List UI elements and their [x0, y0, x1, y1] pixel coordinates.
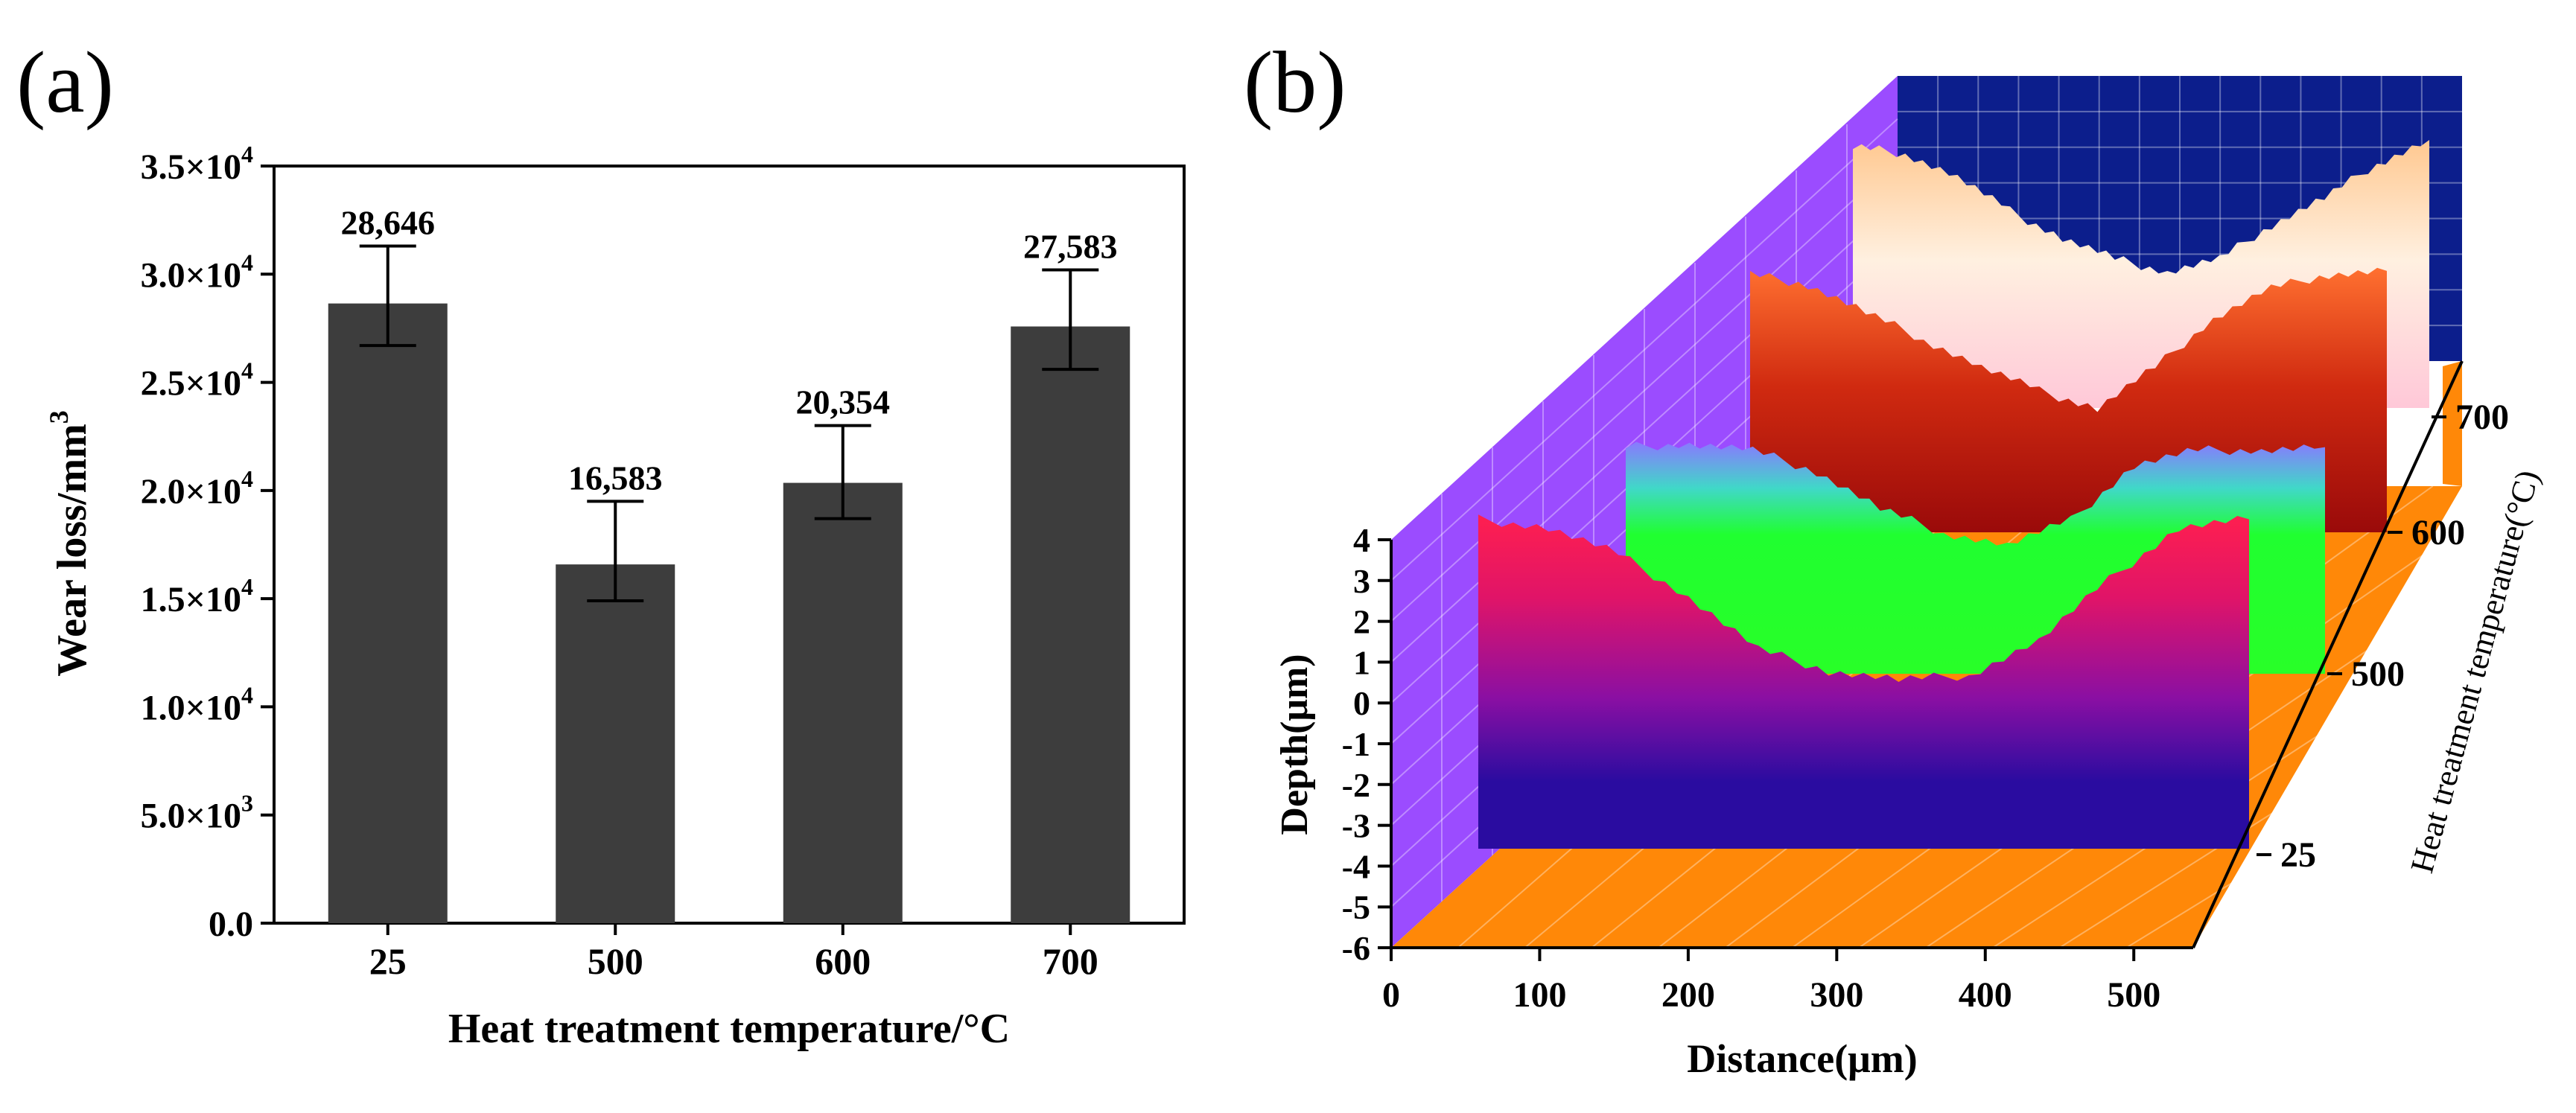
x-tick-label: 25 [369, 940, 407, 982]
depth-tick-label: 2 [1353, 603, 1370, 641]
y-tick-label: 0.0 [209, 905, 253, 944]
y-tick-label: 2.5×104 [141, 357, 253, 404]
x-axis-label: Heat treatment temperature/°C [448, 1006, 1010, 1052]
depth-tick-label: -4 [1342, 847, 1370, 885]
depth-tick-label: -1 [1342, 725, 1370, 763]
y-tick-label: 5.0×103 [141, 790, 253, 836]
distance-tick-label: 500 [2107, 975, 2160, 1015]
x-tick-label: 700 [1043, 940, 1098, 982]
bar-value-label: 28,646 [341, 204, 436, 242]
y-axis-label: Wear loss/mm3 [44, 410, 95, 677]
depth-tick-label: -5 [1342, 888, 1370, 926]
distance-axis-label: Distance(μm) [1687, 1036, 1918, 1081]
y-axis-ticks: 0.0 5.0×103 1.0×104 1.5×104 2.0×104 2.5×104 3.… [141, 141, 274, 944]
grid-line [1390, 118, 1898, 581]
y-tick-label: 1.0×104 [141, 681, 253, 727]
y-tick-label: 1.5×104 [141, 573, 253, 619]
distance-axis-ticks: 0 100 200 300 400 500 [1382, 948, 2160, 1015]
temperature-axis-ticks: 25 500 600 700 [2257, 398, 2509, 875]
bars: 28,646 16,583 20,354 27,583 [328, 204, 1130, 923]
bar [783, 482, 903, 923]
depth-tick-label: 3 [1353, 562, 1370, 600]
grid-line [1390, 159, 1898, 622]
profile-ribbon [1478, 514, 2249, 849]
depth-axis-label: Depth(μm) [1273, 654, 1316, 835]
depth-tick-label: 4 [1353, 521, 1370, 559]
grid-line [1925, 508, 2576, 948]
grid-line [2125, 671, 2576, 948]
y-tick-label: 3.5×104 [141, 141, 253, 187]
panel-a-chart: 0.0 5.0×103 1.0×104 1.5×104 2.0×104 2.5×104 3.… [44, 141, 1186, 1052]
plot-frame [273, 165, 1186, 925]
bar [1011, 326, 1130, 923]
depth-tick-label: 1 [1353, 643, 1370, 681]
temperature-axis [2192, 360, 2464, 948]
depth-tick-label: -2 [1342, 766, 1370, 804]
depth-tick-label: -6 [1342, 929, 1370, 967]
grid-line [1992, 566, 2576, 948]
y-tick-label: 2.0×104 [141, 465, 253, 511]
x-tick-label: 600 [815, 940, 871, 982]
x-tick-label: 500 [588, 940, 643, 982]
grid-line [2058, 620, 2576, 948]
grid-line [1390, 200, 1898, 663]
distance-tick-label: 300 [1810, 975, 1863, 1015]
temperature-tick-label: 500 [2351, 654, 2405, 694]
distance-tick-label: 0 [1382, 975, 1400, 1015]
panel-a-label: (a) [16, 34, 114, 131]
x-axis-ticks: 25 500 600 700 [369, 923, 1098, 982]
bar-value-label: 16,583 [568, 459, 663, 497]
depth-profiles [1478, 140, 2429, 849]
distance-tick-label: 200 [1661, 975, 1715, 1015]
distance-tick-label: 100 [1513, 975, 1566, 1015]
temperature-tick-label: 700 [2455, 398, 2509, 437]
distance-tick-label: 400 [1959, 975, 2012, 1015]
bar [328, 303, 448, 923]
depth-tick-label: -3 [1342, 807, 1370, 845]
bar [556, 564, 675, 923]
bar-value-label: 20,354 [796, 383, 891, 421]
bar-value-label: 27,583 [1023, 227, 1118, 265]
depth-tick-label: 0 [1353, 684, 1370, 722]
panel-b-label: (b) [1244, 34, 1346, 131]
temperature-tick-label: 25 [2280, 835, 2316, 875]
y-tick-label: 3.0×104 [141, 249, 253, 295]
temperature-tick-label: 600 [2411, 513, 2465, 552]
